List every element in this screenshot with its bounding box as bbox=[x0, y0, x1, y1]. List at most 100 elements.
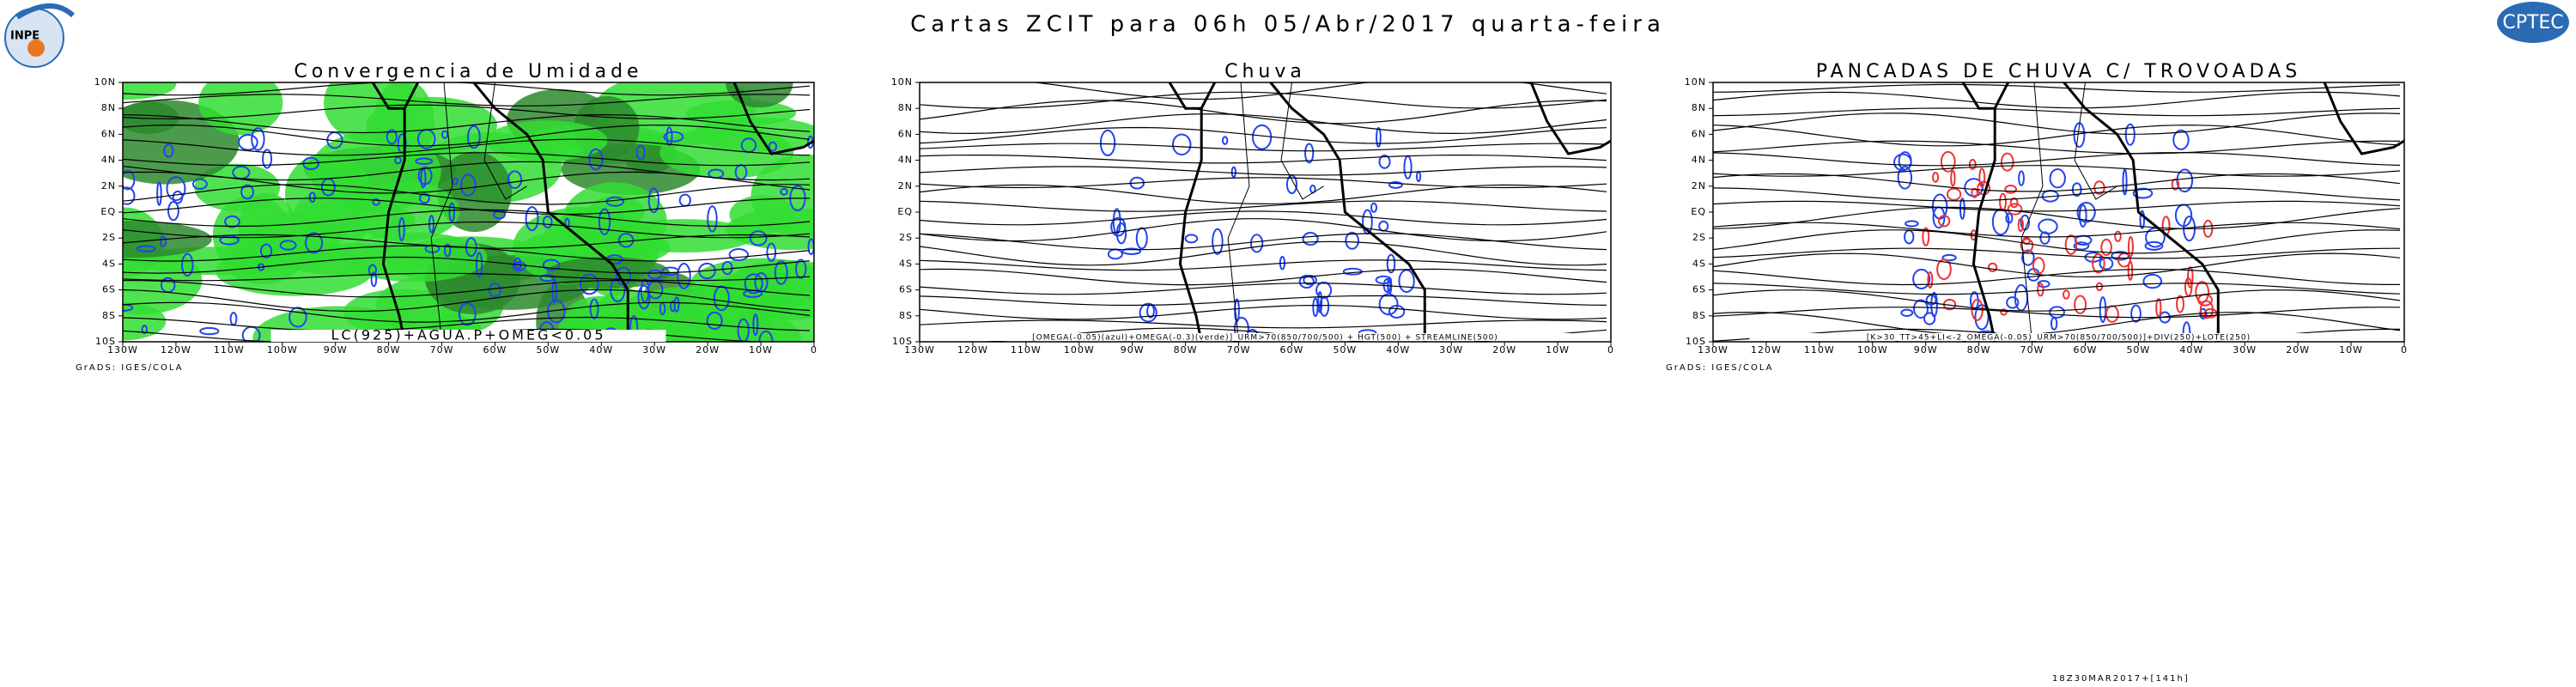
rain-contour bbox=[386, 129, 398, 145]
map-panel: PANCADAS DE CHUVA C/ TROVOADAS 10N 8N 6N 4N 2… bbox=[1666, 61, 2407, 373]
lon-label: 70W bbox=[2020, 344, 2044, 356]
rain-contour bbox=[637, 284, 651, 310]
streamline bbox=[123, 245, 811, 262]
rain-contour bbox=[713, 285, 730, 312]
rain-contour bbox=[289, 307, 307, 328]
streamline bbox=[123, 316, 811, 331]
rain-contour bbox=[1184, 234, 1199, 244]
streamline bbox=[1713, 165, 2401, 177]
streamline bbox=[920, 210, 1607, 226]
storm-contour bbox=[2004, 185, 2018, 194]
coastline bbox=[1993, 82, 2220, 342]
rain-contour bbox=[394, 156, 402, 165]
frame bbox=[919, 82, 1612, 343]
lon-label: 100W bbox=[1064, 344, 1095, 356]
rain-contour bbox=[2049, 168, 2066, 189]
rain-contour bbox=[2039, 231, 2050, 245]
rain-contour bbox=[262, 149, 273, 169]
rain-contour bbox=[2021, 249, 2035, 266]
lon-label: 10W bbox=[2339, 344, 2363, 356]
storm-contour bbox=[2017, 217, 2025, 233]
lon-label: 130W bbox=[904, 344, 935, 356]
panel-title: PANCADAS DE CHUVA C/ TROVOADAS bbox=[1816, 61, 2302, 82]
rain-contour bbox=[448, 202, 456, 222]
lon-label: 110W bbox=[1804, 344, 1835, 356]
rain-contour bbox=[191, 178, 208, 190]
moisture-area bbox=[659, 126, 794, 179]
storm-contour bbox=[2176, 295, 2184, 313]
streamline bbox=[920, 304, 1607, 320]
rain-contour bbox=[1312, 297, 1319, 318]
rain-contour bbox=[1135, 227, 1148, 250]
rain-contour bbox=[370, 271, 378, 288]
streamline bbox=[1030, 82, 1607, 100]
rain-contour bbox=[2139, 210, 2146, 229]
rain-contour bbox=[1252, 124, 1273, 150]
lon-label: 0 bbox=[811, 344, 817, 356]
storm-contour bbox=[1927, 271, 1934, 289]
lon-label: 90W bbox=[1121, 344, 1145, 356]
streamline bbox=[1713, 289, 2401, 312]
map-content bbox=[1713, 82, 2404, 342]
lat-label: 6S bbox=[1692, 284, 1706, 295]
lon-label: 20W bbox=[1492, 344, 1516, 356]
rain-contour bbox=[2132, 187, 2154, 199]
logo-text: INPE bbox=[10, 30, 39, 43]
rain-contour bbox=[199, 326, 220, 336]
streamline bbox=[920, 259, 1607, 271]
lat-label: 8N bbox=[1692, 102, 1706, 113]
streamline bbox=[1713, 229, 2401, 254]
border bbox=[430, 82, 527, 342]
streamline bbox=[1713, 91, 2401, 109]
rain-contour bbox=[251, 127, 265, 151]
lat-label: 4N bbox=[1692, 155, 1706, 166]
rain-contour bbox=[2005, 212, 2014, 224]
rain-contour bbox=[2049, 306, 2065, 319]
streamline bbox=[123, 198, 811, 216]
lat-label: 4N bbox=[898, 155, 913, 166]
rain-contour bbox=[1115, 222, 1127, 245]
rain-contour bbox=[1107, 248, 1124, 260]
streamline bbox=[920, 200, 1607, 212]
storm-contour bbox=[2171, 178, 2180, 191]
lat-label: 6S bbox=[102, 284, 116, 295]
lon-label: 10W bbox=[749, 344, 773, 356]
rain-contour bbox=[774, 260, 788, 285]
lon-label: 120W bbox=[1751, 344, 1782, 356]
lon-label: 60W bbox=[2074, 344, 2098, 356]
rain-contour bbox=[1904, 229, 1915, 245]
rain-contour bbox=[1221, 136, 1229, 145]
rain-contour bbox=[677, 263, 691, 289]
rain-contour bbox=[1403, 155, 1413, 179]
rain-contour bbox=[706, 311, 723, 331]
lon-label: 70W bbox=[1227, 344, 1251, 356]
lon-label: 40W bbox=[1386, 344, 1410, 356]
streamline bbox=[123, 94, 811, 106]
storm-contour bbox=[2000, 308, 2008, 316]
streamline bbox=[1713, 173, 2401, 192]
moisture-area bbox=[324, 82, 416, 143]
streamline bbox=[1713, 152, 2401, 167]
streamline bbox=[920, 100, 1607, 125]
rain-contour bbox=[160, 235, 167, 247]
streamline bbox=[1713, 247, 2401, 259]
streamline bbox=[1713, 269, 2400, 286]
lon-label: 70W bbox=[430, 344, 454, 356]
lon-label: 40W bbox=[2179, 344, 2203, 356]
rain-contour bbox=[1378, 155, 1391, 169]
rain-contour bbox=[1415, 170, 1422, 183]
storm-contour bbox=[2184, 277, 2193, 297]
storm-contour bbox=[2032, 257, 2045, 275]
rain-contour bbox=[238, 134, 258, 151]
caption: [OMEGA(-0.05)(azul)+OMEGA(-0.3)(verde)]_… bbox=[1032, 334, 1498, 343]
lat-label: 6N bbox=[101, 128, 116, 139]
rain-contour bbox=[1923, 312, 1936, 325]
coastline bbox=[1200, 82, 1426, 342]
lat-label: 10S bbox=[95, 336, 116, 347]
rain-contour bbox=[795, 258, 807, 279]
storm-contour bbox=[1978, 167, 1986, 188]
rain-contour bbox=[2144, 240, 2164, 251]
streamline bbox=[1713, 83, 2401, 93]
streamline bbox=[123, 209, 811, 228]
